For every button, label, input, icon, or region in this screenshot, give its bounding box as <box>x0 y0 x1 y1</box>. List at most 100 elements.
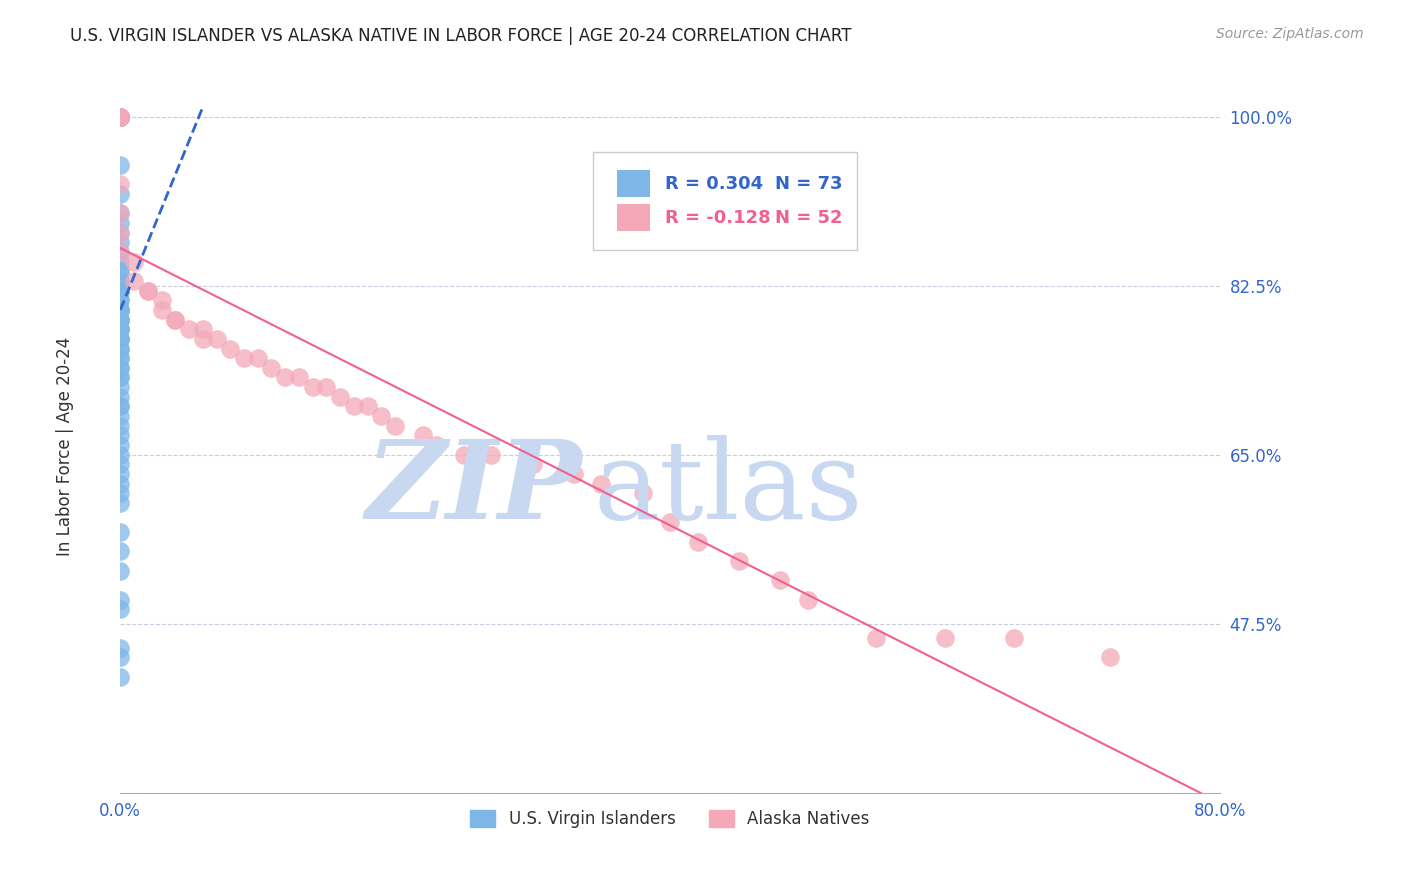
Point <box>122 274 145 288</box>
Point <box>110 284 132 298</box>
Point <box>233 351 256 366</box>
Point <box>110 274 132 288</box>
Text: N = 52: N = 52 <box>775 209 842 227</box>
Point <box>110 158 132 172</box>
Point <box>110 332 132 346</box>
Point <box>370 409 392 423</box>
Point <box>110 235 132 250</box>
Point <box>136 284 159 298</box>
Point <box>110 302 132 317</box>
Point <box>1098 650 1121 665</box>
Point <box>110 360 132 375</box>
Point <box>425 438 447 452</box>
Point <box>110 284 132 298</box>
Point <box>110 110 132 124</box>
Point <box>631 486 654 500</box>
Point <box>288 370 311 384</box>
Point <box>384 418 406 433</box>
Point <box>301 380 323 394</box>
Point <box>110 342 132 356</box>
Point <box>110 360 132 375</box>
Text: In Labor Force | Age 20-24: In Labor Force | Age 20-24 <box>56 336 75 556</box>
Point <box>110 438 132 452</box>
Point <box>110 322 132 336</box>
Point <box>110 302 132 317</box>
Point <box>110 226 132 240</box>
Point <box>110 216 132 230</box>
Point <box>329 390 352 404</box>
Point <box>110 312 132 326</box>
Point <box>1002 631 1025 645</box>
Point <box>165 312 187 326</box>
Point <box>110 496 132 510</box>
Text: ZIP: ZIP <box>366 434 582 542</box>
Point <box>686 534 709 549</box>
Point <box>315 380 337 394</box>
Point <box>110 284 132 298</box>
Point <box>110 302 132 317</box>
Point <box>110 110 132 124</box>
Point <box>110 602 132 616</box>
Point <box>110 264 132 278</box>
Point <box>110 293 132 308</box>
Point <box>110 110 132 124</box>
Point <box>110 244 132 259</box>
Point <box>191 332 214 346</box>
Point <box>110 293 132 308</box>
Point <box>110 418 132 433</box>
Point <box>796 592 818 607</box>
FancyBboxPatch shape <box>617 169 651 197</box>
Point <box>110 254 132 268</box>
Point <box>110 370 132 384</box>
Point <box>110 110 132 124</box>
Point <box>110 670 132 684</box>
Point <box>110 390 132 404</box>
Point <box>110 400 132 414</box>
Point <box>110 544 132 558</box>
Text: R = 0.304: R = 0.304 <box>665 175 762 193</box>
Point <box>110 448 132 462</box>
Point <box>165 312 187 326</box>
Point <box>110 284 132 298</box>
Point <box>110 458 132 472</box>
Point <box>150 293 173 308</box>
Point <box>110 351 132 366</box>
Legend: U.S. Virgin Islanders, Alaska Natives: U.S. Virgin Islanders, Alaska Natives <box>464 804 876 835</box>
Point <box>110 322 132 336</box>
Point <box>110 332 132 346</box>
Point <box>122 254 145 268</box>
Point <box>110 302 132 317</box>
Point <box>110 244 132 259</box>
Point <box>191 322 214 336</box>
Point <box>110 322 132 336</box>
Point <box>246 351 269 366</box>
Point <box>110 187 132 202</box>
Point <box>727 554 749 568</box>
Text: U.S. VIRGIN ISLANDER VS ALASKA NATIVE IN LABOR FORCE | AGE 20-24 CORRELATION CHA: U.S. VIRGIN ISLANDER VS ALASKA NATIVE IN… <box>70 27 852 45</box>
Point <box>110 312 132 326</box>
Point <box>481 448 503 462</box>
Point <box>110 564 132 578</box>
Point <box>110 206 132 220</box>
Point <box>769 573 792 587</box>
Point <box>357 400 380 414</box>
Point <box>110 110 132 124</box>
Point <box>110 274 132 288</box>
Point <box>219 342 242 356</box>
Point <box>110 226 132 240</box>
Point <box>110 400 132 414</box>
Point <box>260 360 283 375</box>
Point <box>110 428 132 442</box>
Point <box>110 284 132 298</box>
Point <box>136 284 159 298</box>
Text: Source: ZipAtlas.com: Source: ZipAtlas.com <box>1216 27 1364 41</box>
Point <box>110 110 132 124</box>
Point <box>110 110 132 124</box>
Point <box>110 409 132 423</box>
Point <box>110 524 132 539</box>
Point <box>205 332 228 346</box>
Point <box>110 110 132 124</box>
Point <box>110 312 132 326</box>
Point <box>659 516 682 530</box>
Point <box>110 110 132 124</box>
